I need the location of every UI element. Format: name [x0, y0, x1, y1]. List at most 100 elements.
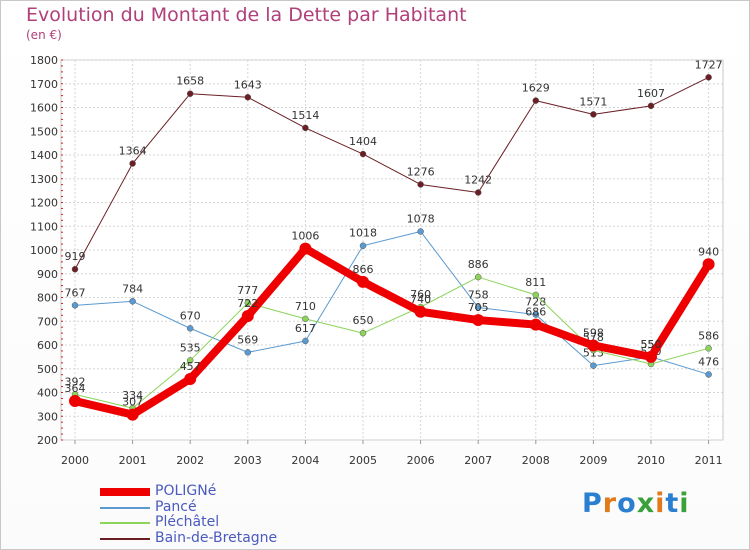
data-point [474, 189, 482, 196]
y-tick-label: 1400 [30, 149, 58, 162]
data-label: 334 [122, 389, 143, 402]
logo-letter: x [636, 488, 656, 519]
legend-swatch [100, 506, 150, 509]
y-tick-label: 1800 [30, 54, 58, 67]
y-tick-label: 300 [37, 410, 58, 423]
data-label: 650 [353, 314, 374, 327]
data-point [587, 339, 600, 352]
data-label: 307 [122, 396, 143, 409]
x-tick-label: 2008 [522, 454, 550, 467]
data-label: 392 [65, 375, 86, 388]
data-point [702, 258, 715, 271]
data-point [71, 265, 79, 273]
x-tick-label: 2009 [579, 454, 607, 467]
data-label: 1364 [119, 145, 147, 158]
y-tick-label: 1700 [30, 78, 58, 91]
data-point [472, 314, 485, 327]
data-point [71, 302, 79, 309]
data-point [186, 325, 194, 332]
data-label: 1078 [407, 212, 435, 225]
y-tick-label: 500 [37, 363, 58, 376]
data-point [705, 74, 712, 81]
data-point [129, 298, 136, 305]
series-line [74, 276, 710, 409]
data-point [184, 372, 197, 385]
data-point [241, 310, 254, 323]
data-label: 586 [698, 329, 719, 342]
y-tick-label: 800 [37, 292, 58, 305]
data-label: 728 [525, 296, 546, 309]
data-label: 710 [295, 300, 316, 313]
data-point [417, 181, 424, 188]
y-tick-label: 200 [37, 434, 58, 447]
x-tick-label: 2004 [291, 454, 319, 467]
data-point [532, 97, 540, 104]
legend-label: Bain-de-Bretagne [155, 529, 278, 546]
x-tick-label: 2003 [234, 454, 262, 467]
data-point [590, 111, 597, 118]
data-point [299, 242, 312, 255]
legend-label: Pancé [155, 498, 197, 515]
data-label: 760 [410, 288, 431, 301]
plot-area [60, 59, 724, 441]
data-point [359, 329, 367, 337]
data-label: 1514 [291, 109, 319, 122]
series-line [74, 76, 710, 270]
data-label: 476 [698, 355, 719, 368]
logo-letter: P [582, 488, 603, 519]
data-point [302, 337, 309, 345]
data-point [645, 350, 657, 363]
data-label: 1018 [349, 227, 377, 240]
proxiti-logo: Proxiti [582, 488, 690, 519]
data-point [647, 102, 655, 110]
logo-letter: o [617, 488, 637, 519]
series-line [74, 230, 710, 375]
x-tick-label: 2002 [176, 454, 204, 467]
data-label: 1607 [637, 87, 665, 100]
data-label: 1643 [234, 78, 262, 91]
data-label: 535 [180, 341, 201, 354]
data-label: 1629 [522, 82, 550, 95]
data-point [359, 242, 367, 249]
data-point [129, 160, 136, 167]
data-label: 1727 [695, 58, 723, 71]
data-point [244, 349, 252, 356]
data-label: 1658 [176, 75, 204, 88]
chart-subtitle: (en €) [26, 28, 62, 42]
y-tick-label: 1600 [30, 102, 58, 115]
logo-letter: i [655, 488, 666, 519]
data-label: 1276 [407, 165, 435, 178]
y-tick-label: 600 [37, 339, 58, 352]
data-label: 811 [525, 276, 546, 289]
data-point [590, 362, 597, 369]
y-tick-label: 1500 [30, 125, 58, 138]
data-point [532, 311, 540, 318]
data-point [302, 315, 309, 323]
data-label: 1006 [291, 230, 319, 243]
legend-label: Pléchâtel [155, 514, 220, 530]
x-tick-label: 2010 [637, 454, 665, 467]
x-tick-label: 2001 [119, 454, 147, 467]
data-label: 1571 [579, 95, 607, 108]
y-tick-label: 400 [37, 387, 58, 400]
x-tick-label: 2005 [349, 454, 377, 467]
data-label: 705 [468, 301, 489, 314]
data-label: 740 [410, 293, 431, 306]
data-label: 550 [641, 338, 662, 351]
y-tick-label: 1300 [30, 173, 58, 186]
x-tick-label: 2000 [61, 454, 89, 467]
data-point [126, 408, 139, 421]
data-point [705, 345, 712, 352]
data-point [474, 304, 482, 311]
data-label: 886 [468, 258, 489, 271]
data-label: 940 [698, 245, 719, 258]
data-label: 919 [65, 250, 86, 263]
data-point [414, 305, 427, 318]
legend-swatch [100, 522, 150, 524]
legend-swatch [100, 488, 150, 496]
y-tick-label: 700 [37, 315, 58, 328]
data-label: 758 [468, 288, 489, 301]
data-label: 364 [65, 382, 86, 395]
data-point [474, 273, 482, 281]
